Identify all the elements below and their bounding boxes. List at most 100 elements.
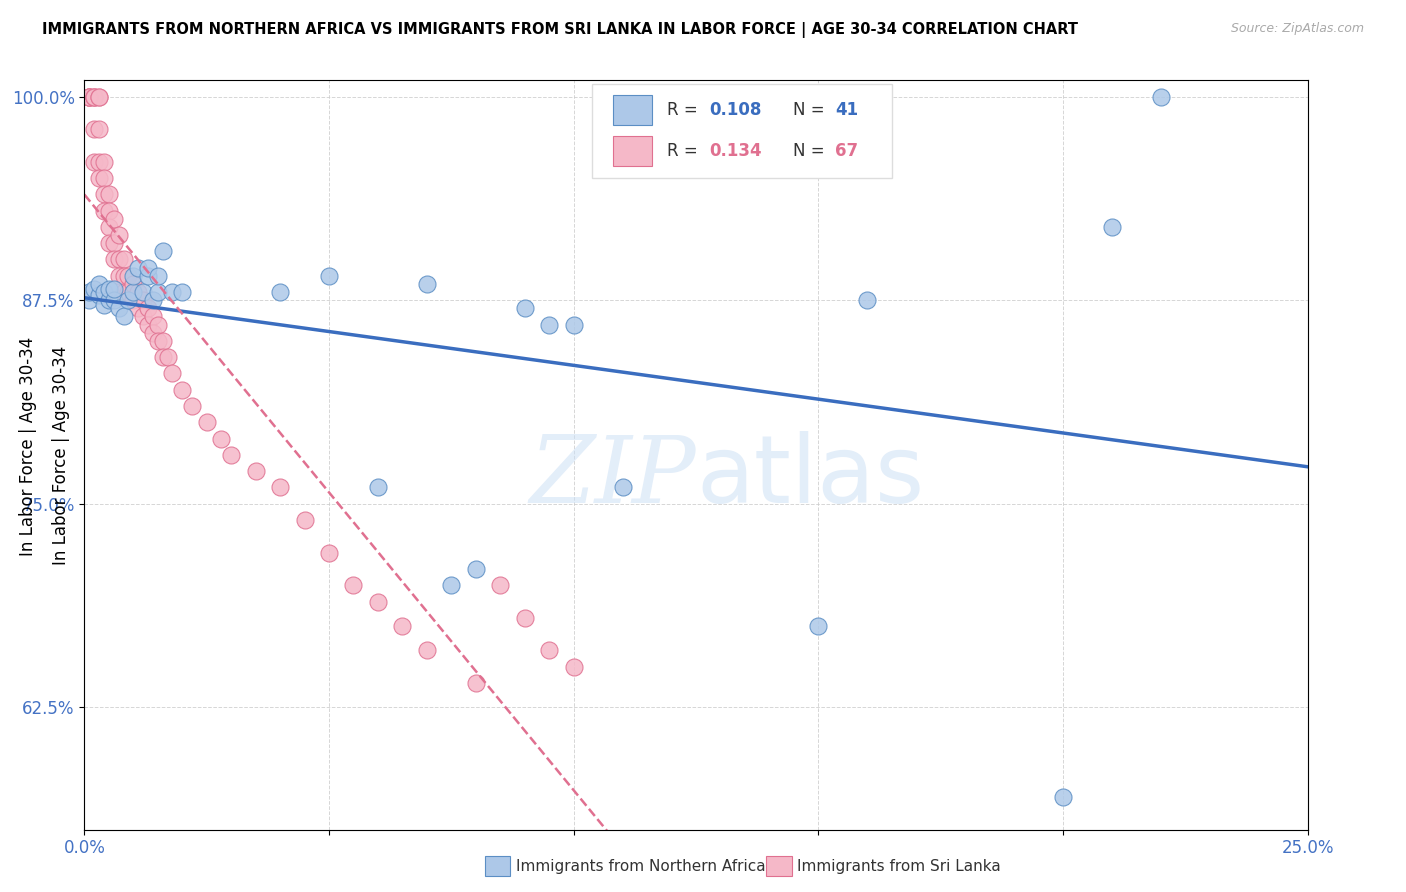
Point: [122, 293, 145, 308]
Text: In Labor Force | Age 30-34: In Labor Force | Age 30-34: [20, 336, 37, 556]
Point: [152, 350, 174, 364]
Point: [127, 260, 149, 275]
Point: [318, 546, 340, 560]
Point: [464, 562, 486, 576]
Point: [127, 285, 149, 299]
Text: R =: R =: [666, 102, 703, 120]
Point: [142, 326, 165, 340]
Point: [136, 260, 159, 275]
Text: R =: R =: [666, 143, 703, 161]
Point: [127, 301, 149, 316]
Point: [97, 282, 120, 296]
Point: [87, 277, 110, 291]
Point: [77, 89, 100, 103]
Point: [103, 282, 125, 296]
Point: [489, 578, 512, 592]
Point: [538, 318, 561, 332]
Point: [77, 89, 100, 103]
Text: Immigrants from Sri Lanka: Immigrants from Sri Lanka: [797, 859, 1001, 873]
Point: [87, 122, 110, 136]
Point: [83, 282, 105, 296]
Point: [77, 293, 100, 308]
Point: [122, 277, 145, 291]
Point: [132, 285, 155, 299]
Point: [103, 211, 125, 226]
Point: [142, 293, 165, 308]
Point: [83, 154, 105, 169]
Point: [294, 513, 316, 527]
Point: [269, 285, 291, 299]
Point: [117, 293, 139, 308]
Point: [83, 89, 105, 103]
Point: [146, 285, 169, 299]
Point: [807, 619, 830, 633]
Point: [93, 298, 115, 312]
Point: [83, 89, 105, 103]
Point: [93, 203, 115, 218]
Point: [464, 676, 486, 690]
Point: [87, 171, 110, 186]
Text: ZIP: ZIP: [529, 433, 696, 523]
Point: [112, 310, 135, 324]
Point: [219, 448, 242, 462]
Point: [342, 578, 364, 592]
Point: [87, 288, 110, 302]
Point: [146, 268, 169, 283]
Point: [416, 643, 439, 657]
Point: [146, 318, 169, 332]
Text: Immigrants from Northern Africa: Immigrants from Northern Africa: [516, 859, 766, 873]
Point: [103, 293, 125, 308]
Point: [122, 285, 145, 299]
Point: [156, 350, 179, 364]
FancyBboxPatch shape: [613, 136, 652, 167]
Point: [77, 285, 100, 299]
Point: [152, 334, 174, 348]
Point: [107, 252, 129, 267]
Point: [107, 301, 129, 316]
Point: [112, 268, 135, 283]
Point: [1052, 789, 1074, 804]
Text: 0.134: 0.134: [710, 143, 762, 161]
Point: [162, 367, 184, 381]
Point: [136, 318, 159, 332]
Point: [172, 383, 194, 397]
Point: [103, 236, 125, 251]
Point: [416, 277, 439, 291]
Point: [107, 227, 129, 242]
Point: [77, 89, 100, 103]
Text: N =: N =: [793, 102, 830, 120]
Text: N =: N =: [793, 143, 830, 161]
Point: [367, 594, 389, 608]
Point: [162, 285, 184, 299]
Point: [136, 268, 159, 283]
Point: [562, 659, 585, 673]
Point: [172, 285, 194, 299]
Text: IMMIGRANTS FROM NORTHERN AFRICA VS IMMIGRANTS FROM SRI LANKA IN LABOR FORCE | AG: IMMIGRANTS FROM NORTHERN AFRICA VS IMMIG…: [42, 22, 1078, 38]
Point: [93, 154, 115, 169]
Point: [97, 236, 120, 251]
Point: [146, 334, 169, 348]
Point: [132, 310, 155, 324]
Point: [93, 187, 115, 202]
Point: [538, 643, 561, 657]
Point: [1150, 89, 1173, 103]
Point: [136, 301, 159, 316]
Text: 41: 41: [835, 102, 859, 120]
Point: [83, 122, 105, 136]
Point: [87, 89, 110, 103]
Point: [513, 301, 536, 316]
Text: 67: 67: [835, 143, 859, 161]
Point: [391, 619, 413, 633]
Text: atlas: atlas: [696, 432, 924, 524]
Point: [440, 578, 463, 592]
Point: [122, 268, 145, 283]
Point: [856, 293, 879, 308]
Y-axis label: In Labor Force | Age 30-34: In Labor Force | Age 30-34: [52, 345, 70, 565]
Point: [117, 285, 139, 299]
Point: [562, 318, 585, 332]
Point: [77, 89, 100, 103]
Point: [97, 203, 120, 218]
Point: [513, 611, 536, 625]
FancyBboxPatch shape: [592, 84, 891, 178]
Point: [318, 268, 340, 283]
